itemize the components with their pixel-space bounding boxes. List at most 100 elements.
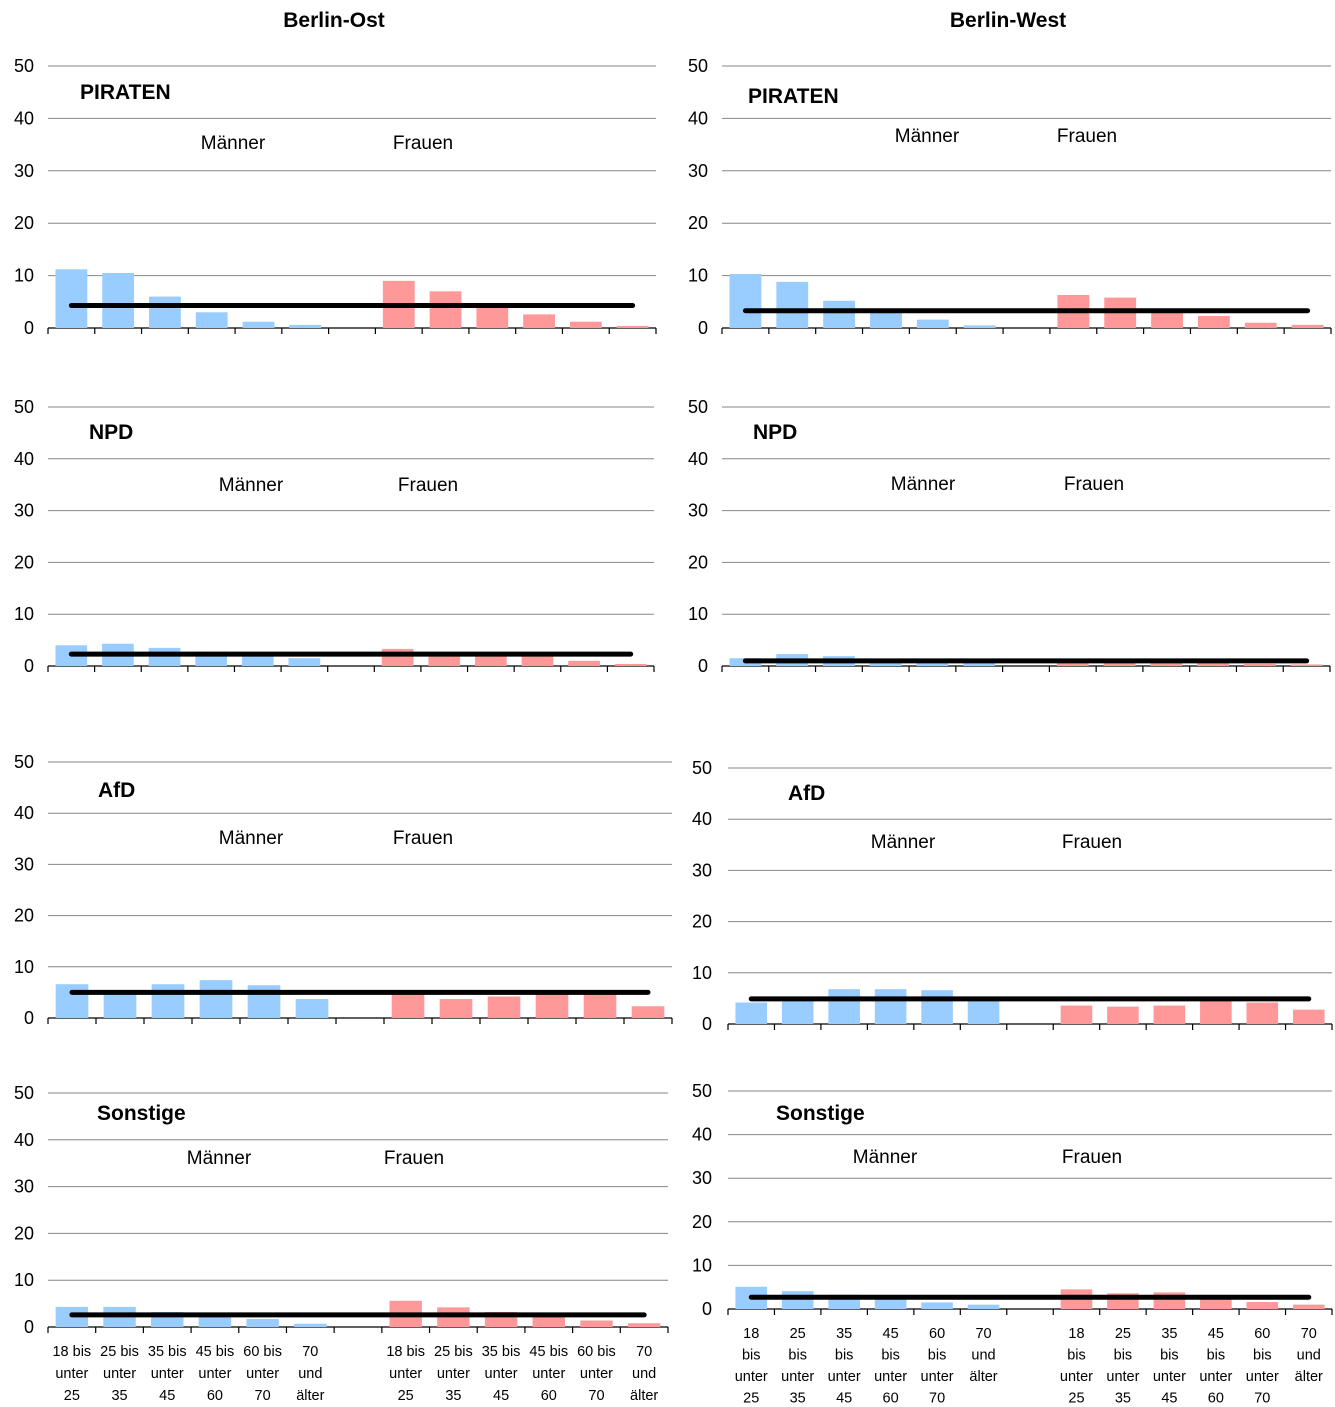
x-category-label: unter <box>485 1366 518 1382</box>
x-category-label: und <box>971 1348 995 1364</box>
bar-frauen-3 <box>1200 999 1232 1024</box>
y-tick-label: 50 <box>692 1081 712 1101</box>
y-tick-label: 40 <box>692 809 712 829</box>
bar-frauen-5 <box>616 325 649 328</box>
label-frauen: Frauen <box>1057 126 1117 147</box>
bar-frauen-2 <box>474 653 507 666</box>
bar-frauen-4 <box>1243 663 1276 666</box>
x-category-label: unter <box>921 1369 954 1385</box>
y-tick-label: 20 <box>688 552 708 572</box>
bar-frauen-2 <box>476 307 509 328</box>
x-category-label: 35 <box>836 1326 852 1342</box>
x-category-label: unter <box>246 1366 279 1382</box>
y-tick-label: 20 <box>692 1212 712 1232</box>
bar-frauen-3 <box>523 314 555 328</box>
bar-frauen-3 <box>532 1314 565 1327</box>
bar-frauen-0 <box>1060 1005 1093 1024</box>
x-category-label: unter <box>828 1369 861 1385</box>
x-category-label: 35 <box>1115 1391 1131 1407</box>
y-tick-label: 10 <box>688 266 708 286</box>
bar-frauen-3 <box>535 993 569 1018</box>
y-tick-label: 40 <box>688 449 708 469</box>
label-maenner: Männer <box>895 126 960 147</box>
label-frauen: Frauen <box>393 828 453 849</box>
bar-maenner-1 <box>103 992 137 1018</box>
y-tick-label: 0 <box>24 1317 34 1337</box>
x-category-label: unter <box>781 1369 814 1385</box>
x-category-label: älter <box>1295 1369 1323 1385</box>
bar-maenner-3 <box>874 1298 907 1309</box>
party-title: Sonstige <box>776 1102 865 1125</box>
bar-frauen-5 <box>1292 1009 1325 1024</box>
x-category-label: 60 <box>1254 1326 1270 1342</box>
bar-frauen-4 <box>580 1320 613 1327</box>
bar-maenner-5 <box>967 998 1000 1024</box>
x-category-label: bis <box>1253 1348 1272 1364</box>
bar-maenner-5 <box>963 325 996 328</box>
bar-maenner-0 <box>735 1002 768 1024</box>
panel-afd-west: 0 10 20 30 40 50 AfD Männer Frauen <box>692 758 1333 1034</box>
charts-group: 0 10 20 30 40 50 PIRATEN Männer Frauen 0 10 20 30 40 5… <box>14 56 1333 1407</box>
label-maenner: Männer <box>219 475 284 496</box>
label-frauen: Frauen <box>1062 832 1122 853</box>
x-category-label: älter <box>969 1369 997 1385</box>
y-tick-label: 10 <box>14 1270 34 1290</box>
bar-maenner-4 <box>921 990 953 1024</box>
y-tick-label: 40 <box>14 803 34 823</box>
x-category-label: 60 <box>1208 1391 1224 1407</box>
x-category-label: 45 <box>1161 1391 1177 1407</box>
bar-maenner-5 <box>294 1323 327 1327</box>
bar-frauen-2 <box>1150 662 1183 666</box>
label-frauen: Frauen <box>1064 474 1124 495</box>
bar-frauen-3 <box>1200 1296 1232 1309</box>
x-category-label: 25 <box>398 1388 414 1404</box>
label-maenner: Männer <box>891 474 956 495</box>
panel-piraten-west: 0 10 20 30 40 50 PIRATEN Männer Frauen <box>688 56 1332 338</box>
x-category-label: und <box>632 1366 656 1382</box>
label-frauen: Frauen <box>384 1148 444 1169</box>
x-category-label: 70 <box>1254 1391 1270 1407</box>
bar-maenner-4 <box>916 319 949 328</box>
panel-npd-ost: 0 10 20 30 40 50 NPD Männer Frauen <box>14 397 655 676</box>
y-tick-label: 40 <box>688 108 708 128</box>
y-tick-label: 0 <box>24 318 34 338</box>
x-category-label: bis <box>742 1348 761 1364</box>
bar-maenner-1 <box>781 1291 814 1309</box>
bar-maenner-1 <box>781 999 814 1024</box>
x-category-label: 18 <box>743 1326 759 1342</box>
bar-frauen-5 <box>631 1006 665 1018</box>
bar-maenner-0 <box>729 274 762 328</box>
x-category-label: 25 <box>1068 1391 1084 1407</box>
x-category-label: 45 <box>1208 1326 1224 1342</box>
y-tick-label: 50 <box>14 397 34 417</box>
y-tick-label: 50 <box>692 758 712 778</box>
y-tick-label: 0 <box>24 656 34 676</box>
bar-frauen-1 <box>1107 1006 1139 1024</box>
x-category-label: 60 bis <box>577 1344 616 1360</box>
y-tick-label: 10 <box>14 604 34 624</box>
y-tick-label: 50 <box>14 752 34 772</box>
y-tick-label: 40 <box>14 108 34 128</box>
y-tick-label: 10 <box>692 963 712 983</box>
bar-frauen-3 <box>1197 662 1229 666</box>
x-category-label: unter <box>389 1366 422 1382</box>
y-tick-label: 50 <box>14 1083 34 1103</box>
bar-maenner-5 <box>295 999 329 1018</box>
bar-frauen-0 <box>381 648 414 666</box>
x-category-label: unter <box>151 1366 184 1382</box>
label-maenner: Männer <box>853 1147 918 1168</box>
x-category-label: 25 <box>790 1326 806 1342</box>
y-tick-label: 40 <box>692 1125 712 1145</box>
y-tick-label: 10 <box>14 266 34 286</box>
party-title: AfD <box>98 779 135 802</box>
x-category-label: 70 <box>929 1391 945 1407</box>
bar-maenner-3 <box>199 980 233 1018</box>
y-tick-label: 30 <box>688 161 708 181</box>
panel-afd-ost: 0 10 20 30 40 50 AfD Männer Frauen <box>14 752 673 1028</box>
bar-maenner-1 <box>102 272 135 328</box>
bar-maenner-4 <box>921 1302 953 1309</box>
y-tick-label: 0 <box>24 1008 34 1028</box>
x-category-label: und <box>1297 1348 1321 1364</box>
bar-maenner-1 <box>776 281 809 328</box>
